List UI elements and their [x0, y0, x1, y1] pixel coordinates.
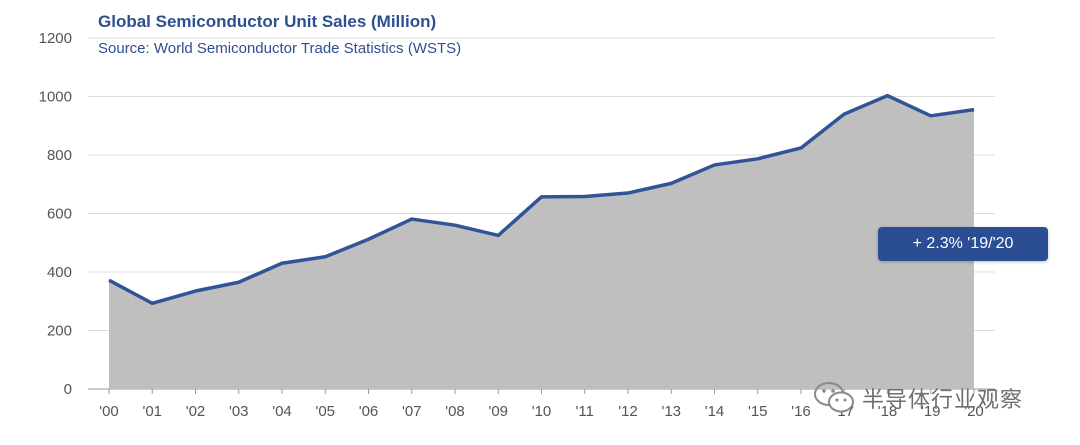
- x-tick-label: '11: [576, 403, 594, 420]
- x-tick-label: '03: [229, 403, 249, 420]
- y-tick-label: 1200: [39, 30, 72, 47]
- x-tick-label: '15: [748, 403, 768, 420]
- y-tick-label: 400: [47, 264, 72, 281]
- watermark-text: 半导体行业观察: [862, 388, 1024, 413]
- x-tick-label: '07: [402, 403, 422, 420]
- x-tick-label: '10: [532, 403, 552, 420]
- x-tick-label: '01: [142, 403, 162, 420]
- x-axis: '00 '01 '02 '03 '04 '05 '06 '07 '08 '09 '10 '11 '12 '…: [99, 389, 984, 420]
- x-tick-label: '12: [618, 403, 638, 420]
- y-tick-label: 800: [47, 147, 72, 164]
- x-tick-label: '18: [878, 403, 898, 420]
- x-tick-label: '02: [186, 403, 206, 420]
- x-tick-label: '13: [661, 403, 681, 420]
- wechat-icon: [814, 382, 854, 413]
- growth-annotation: + 2.3% '19/'20: [878, 227, 1048, 261]
- x-tick-label: '08: [445, 403, 465, 420]
- x-tick-label: '06: [359, 403, 379, 420]
- series-line-layer: [108, 93, 975, 306]
- x-tick-label: '09: [488, 403, 508, 420]
- y-tick-label: 200: [47, 323, 72, 340]
- chart-subtitle: Source: World Semiconductor Trade Statis…: [98, 40, 462, 57]
- x-tick-label: '20: [964, 403, 984, 420]
- x-tick-label: '14: [705, 403, 725, 420]
- area-fill-layer: [109, 95, 974, 389]
- x-tick-label: '04: [272, 403, 292, 420]
- y-tick-label: 0: [64, 381, 72, 398]
- area-fill: [109, 95, 974, 389]
- y-axis: 0 200 400 600 800 1000 1200: [39, 30, 72, 398]
- x-tick-label: '05: [315, 403, 335, 420]
- chart-title: Global Semiconductor Unit Sales (Million…: [98, 12, 437, 31]
- x-tick-label: '19: [921, 403, 941, 420]
- x-tick-label: '16: [791, 403, 811, 420]
- watermark: 半导体行业观察: [812, 378, 1023, 418]
- x-tick-label: '00: [99, 403, 119, 420]
- y-tick-label: 1000: [39, 89, 72, 106]
- y-tick-label: 600: [47, 206, 72, 223]
